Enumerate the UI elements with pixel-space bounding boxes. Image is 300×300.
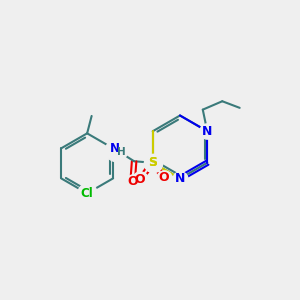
Text: O: O xyxy=(127,175,138,188)
Text: S: S xyxy=(148,156,157,169)
Text: N: N xyxy=(175,172,185,185)
Text: S: S xyxy=(148,156,157,169)
Text: H: H xyxy=(117,147,126,157)
Text: N: N xyxy=(202,125,212,138)
Text: N: N xyxy=(110,142,120,155)
Text: Cl: Cl xyxy=(81,187,94,200)
Text: O: O xyxy=(159,171,170,184)
Text: O: O xyxy=(135,173,146,186)
